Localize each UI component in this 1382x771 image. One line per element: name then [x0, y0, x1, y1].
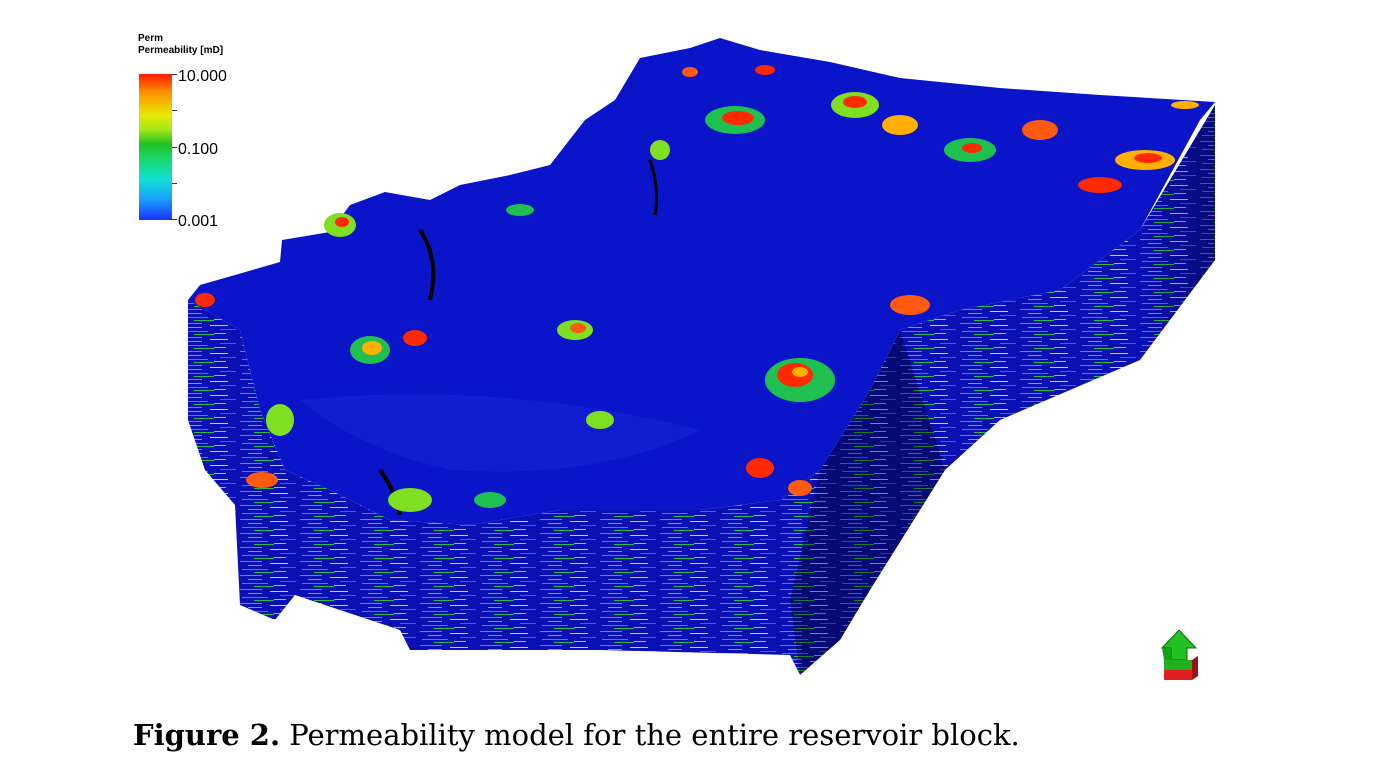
legend-tick: [172, 74, 177, 75]
legend-tick: [172, 147, 177, 148]
legend-subtitle: Permeability [mD]: [138, 45, 224, 56]
north-arrow-compass-icon: [1160, 630, 1198, 680]
legend-title: Perm: [138, 33, 164, 44]
legend-tick: [172, 219, 177, 220]
model-top-surface: [188, 38, 1215, 525]
surface-fault-3: [648, 159, 659, 216]
model-side-right: [1140, 105, 1215, 360]
model-side-shadow: [790, 330, 945, 675]
legend-min-label: 0.001: [178, 213, 219, 230]
surface-fault-2: [378, 468, 402, 516]
legend-mid-label: 0.100: [178, 141, 219, 158]
model-side-front: [188, 105, 1215, 675]
color-legend: Perm Permeability [mD] 10.000 0.100 0.00…: [136, 33, 266, 233]
figure-caption-text: Permeability model for the entire reserv…: [280, 718, 1020, 752]
legend-tick: [172, 183, 177, 184]
figure-label: Figure 2.: [133, 718, 281, 752]
permeability-patches: [195, 65, 1199, 512]
reservoir-model-3d: [188, 38, 1215, 675]
legend-color-bar: [139, 74, 172, 220]
figure-caption: Figure 2. Permeability model for the ent…: [133, 718, 1020, 752]
legend-tick: [172, 110, 177, 111]
legend-max-label: 10.000: [178, 68, 227, 85]
surface-fault-1: [418, 228, 436, 301]
